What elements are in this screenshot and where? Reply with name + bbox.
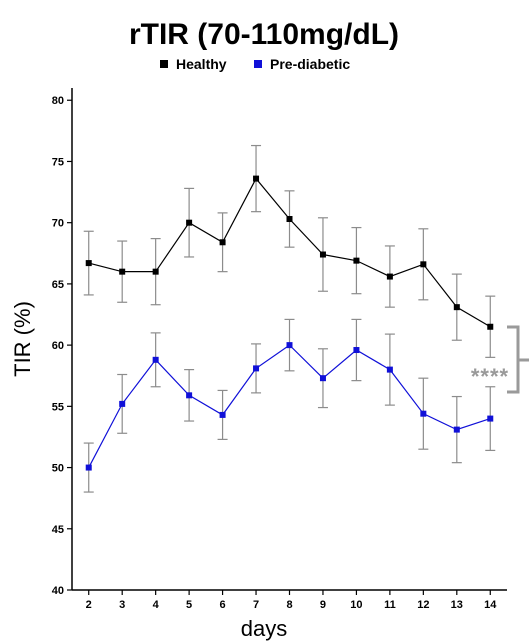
data-point — [152, 356, 159, 363]
legend-label-prediabetic: Pre-diabetic — [270, 56, 350, 72]
data-point — [319, 251, 326, 258]
y-axis-title: TIR (%) — [10, 301, 35, 377]
data-point — [286, 342, 293, 349]
legend-marker-prediabetic — [254, 60, 262, 68]
x-tick-label: 3 — [119, 599, 125, 611]
y-axis-ticks: 40 45 50 55 60 65 70 75 80 — [52, 95, 72, 597]
significance-stars: **** — [471, 364, 509, 389]
y-tick-label: 75 — [52, 156, 64, 168]
series-1 — [83, 318, 496, 493]
x-tick-label: 9 — [320, 599, 326, 611]
y-tick-label: 55 — [52, 401, 64, 413]
chart-title: rTIR (70-110mg/dL) — [129, 18, 399, 51]
x-tick-label: 2 — [86, 599, 92, 611]
x-tick-label: 6 — [220, 599, 226, 611]
data-point — [386, 273, 393, 280]
y-tick-label: 65 — [52, 279, 64, 291]
data-point — [219, 411, 226, 418]
data-point — [219, 239, 226, 246]
legend-label-healthy: Healthy — [176, 56, 227, 72]
y-tick-label: 70 — [52, 218, 64, 230]
x-tick-label: 10 — [350, 599, 362, 611]
data-point — [85, 260, 92, 267]
data-point — [152, 268, 159, 275]
y-tick-label: 45 — [52, 524, 64, 536]
y-tick-label: 80 — [52, 95, 64, 107]
significance-bracket: **** — [471, 325, 529, 394]
data-point — [487, 415, 494, 422]
legend: Healthy Pre-diabetic — [160, 56, 350, 72]
x-axis-title: days — [241, 616, 287, 641]
x-tick-label: 4 — [153, 599, 160, 611]
data-point — [319, 375, 326, 382]
y-tick-label: 50 — [52, 463, 64, 475]
data-point — [186, 392, 193, 399]
x-tick-label: 5 — [186, 599, 192, 611]
data-point — [119, 400, 126, 407]
series-0 — [83, 144, 496, 358]
data-point — [353, 257, 360, 264]
x-tick-label: 13 — [451, 599, 463, 611]
data-point — [487, 323, 494, 330]
data-point — [253, 365, 260, 372]
data-point — [420, 410, 427, 417]
data-point — [453, 426, 460, 433]
data-point — [420, 261, 427, 268]
y-tick-label: 40 — [52, 585, 64, 597]
x-tick-label: 8 — [286, 599, 292, 611]
bracket-line — [507, 325, 529, 394]
legend-marker-healthy — [160, 60, 168, 68]
data-point — [119, 268, 126, 275]
x-tick-label: 14 — [484, 599, 497, 611]
data-point — [453, 304, 460, 311]
x-axis-ticks: 2 3 4 5 6 7 8 9 10 11 12 13 14 — [86, 590, 497, 611]
data-point — [85, 464, 92, 471]
series-layer — [83, 144, 496, 493]
y-tick-label: 60 — [52, 340, 64, 352]
data-point — [253, 175, 260, 182]
data-point — [386, 366, 393, 373]
data-point — [186, 219, 193, 226]
x-tick-label: 12 — [417, 599, 429, 611]
data-point — [353, 347, 360, 354]
x-tick-label: 7 — [253, 599, 259, 611]
data-point — [286, 216, 293, 223]
x-tick-label: 11 — [384, 599, 396, 611]
